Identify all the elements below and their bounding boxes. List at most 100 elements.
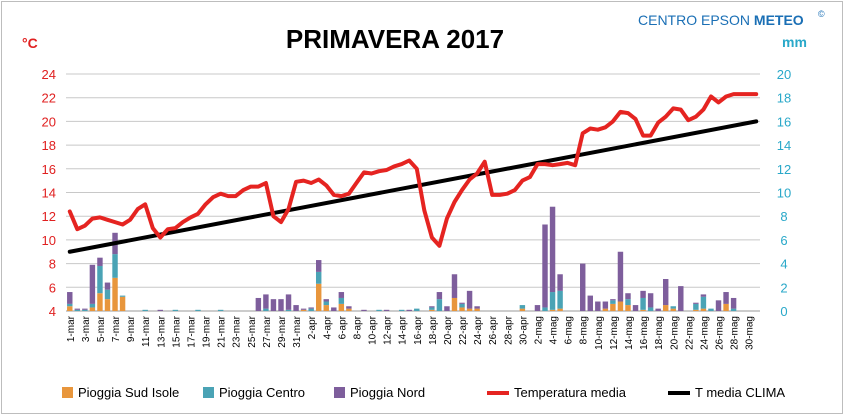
x-tick-label: 18-mag <box>654 316 665 350</box>
right-tick-label: 10 <box>777 186 791 201</box>
bar-pioggia-nord <box>346 306 352 309</box>
right-tick-label: 14 <box>777 138 791 153</box>
bar-pioggia-centro <box>670 306 676 309</box>
bar-pioggia-nord <box>534 305 541 311</box>
bar-pioggia-nord <box>104 282 111 290</box>
bar-pioggia-nord <box>89 264 96 304</box>
bar-pioggia-sud <box>700 308 707 311</box>
bar-pioggia-nord <box>293 305 299 311</box>
bar-pioggia-centro <box>700 296 707 309</box>
bar-pioggia-centro <box>119 295 126 297</box>
brand-meteo: METEO <box>754 12 804 28</box>
bar-pioggia-centro <box>436 299 443 311</box>
left-tick-label: 24 <box>42 67 56 82</box>
bar-pioggia-centro <box>308 308 314 311</box>
bar-pioggia-sud <box>602 308 609 311</box>
x-tick-label: 26-mag <box>715 316 726 350</box>
bar-pioggia-sud <box>670 308 676 311</box>
bar-pioggia-nord <box>300 308 307 310</box>
bar-pioggia-nord <box>557 274 563 291</box>
bar-pioggia-nord <box>466 290 473 309</box>
bar-pioggia-sud <box>459 307 465 311</box>
bar-pioggia-sud <box>451 297 458 311</box>
x-tick-label: 10-apr <box>368 315 379 345</box>
bar-pioggia-nord <box>436 292 443 300</box>
bar-pioggia-centro <box>323 301 329 306</box>
bar-pioggia-nord <box>331 307 337 311</box>
bar-pioggia-nord <box>678 286 684 311</box>
bar-pioggia-nord <box>730 297 737 309</box>
right-tick-label: 18 <box>777 91 791 106</box>
bar-pioggia-sud <box>346 308 352 311</box>
right-axis-unit: mm <box>782 34 807 50</box>
bar-pioggia-nord <box>723 292 729 304</box>
x-tick-label: 31-mar <box>292 315 303 347</box>
right-tick-label: 20 <box>777 67 791 82</box>
x-tick-label: 24-mag <box>699 316 710 350</box>
bar-pioggia-nord <box>451 274 458 298</box>
x-tick-label: 15-mar <box>171 315 182 347</box>
bar-pioggia-centro <box>730 308 737 311</box>
left-tick-label: 20 <box>42 114 56 129</box>
bar-pioggia-centro <box>640 297 646 310</box>
bar-pioggia-nord <box>625 293 631 300</box>
bar-pioggia-centro <box>285 309 292 311</box>
x-tick-label: 11-mar <box>141 315 152 347</box>
bar-pioggia-nord <box>693 302 699 304</box>
bar-pioggia-centro <box>97 265 103 294</box>
brand-prefix: CENTRO EPSON <box>638 12 754 28</box>
bar-pioggia-nord <box>383 309 390 311</box>
bar-pioggia-sud <box>323 305 329 311</box>
bar-pioggia-nord <box>429 306 435 308</box>
bar-pioggia-nord <box>406 309 412 311</box>
bar-pioggia-nord <box>278 299 284 311</box>
x-tick-label: 21-mar <box>217 315 228 347</box>
bar-pioggia-nord <box>474 306 480 309</box>
x-tick-label: 8-apr <box>352 315 363 339</box>
bar-pioggia-nord <box>338 292 345 298</box>
bar-pioggia-centro <box>647 307 654 311</box>
x-tick-label: 2-apr <box>307 315 318 339</box>
bar-pioggia-sud <box>338 303 345 311</box>
gridlines <box>66 73 760 312</box>
bar-pioggia-nord <box>602 301 609 309</box>
x-tick-label: 14-apr <box>398 315 409 345</box>
x-tick-label: 12-apr <box>383 315 394 345</box>
x-tick-label: 30-apr <box>518 315 529 345</box>
bar-pioggia-sud <box>67 306 73 311</box>
bar-pioggia-nord <box>67 292 73 304</box>
bar-pioggia-nord <box>315 260 322 272</box>
bar-pioggia-nord <box>157 309 164 311</box>
x-tick-label: 12-mag <box>609 316 620 350</box>
bar-pioggia-nord <box>263 294 269 309</box>
bar-pioggia-nord <box>715 300 722 311</box>
bar-pioggia-centro <box>610 300 616 304</box>
bar-pioggia-centro <box>398 309 405 311</box>
right-tick-label: 0 <box>780 304 787 319</box>
bar-pioggia-sud <box>640 309 646 311</box>
legend-label: Temperatura media <box>514 385 627 400</box>
bar-pioggia-centro <box>557 290 563 309</box>
bar-pioggia-centro <box>708 308 714 311</box>
bar-pioggia-centro <box>376 309 382 311</box>
bar-pioggia-nord <box>361 309 367 311</box>
left-axis-ticks: 4 6 8 10 12 14 16 18 20 22 24 <box>42 67 56 319</box>
right-tick-label: 6 <box>780 233 787 248</box>
right-tick-label: 8 <box>780 209 787 224</box>
x-axis-ticks: 1-mar 3-mar 5-mar 7-mar 9-mar 11-mar 13-mar 15-… <box>66 315 756 350</box>
x-tick-label: 14-mag <box>624 316 635 350</box>
temperature-lines <box>67 92 759 254</box>
bar-pioggia-sud <box>723 303 729 311</box>
bar-pioggia-centro <box>549 292 556 310</box>
x-tick-label: 20-apr <box>443 315 454 345</box>
bar-pioggia-nord <box>97 257 103 266</box>
legend-label: T media CLIMA <box>695 385 785 400</box>
x-tick-label: 25-mar <box>247 315 258 347</box>
x-tick-label: 2-mag <box>533 316 544 344</box>
bar-pioggia-centro <box>195 309 201 311</box>
left-tick-label: 22 <box>42 91 56 106</box>
bar-pioggia-sud <box>119 296 126 311</box>
bar-pioggia-nord <box>595 301 601 311</box>
bar-pioggia-centro <box>429 307 435 310</box>
